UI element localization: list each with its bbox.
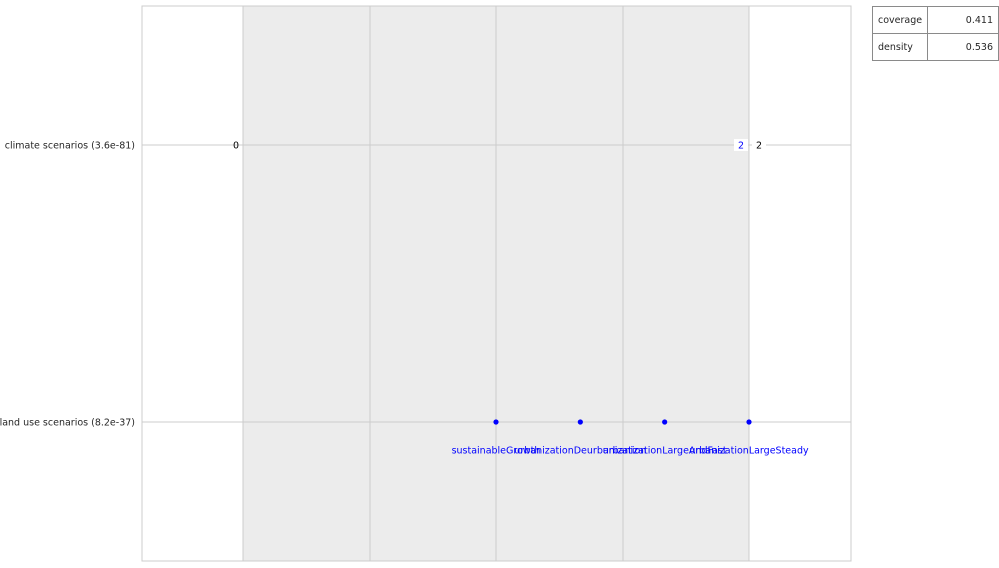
category-label: urbanizationLargeAndFast (603, 446, 727, 457)
category-marker (662, 419, 668, 425)
density-value: 0.536 (927, 33, 999, 61)
category-marker (577, 419, 583, 425)
stats-row-coverage: coverage 0.411 (871, 6, 999, 34)
category-label: urbanizationLargeSteady (689, 446, 809, 457)
category-marker (493, 419, 499, 425)
category-label: sustainableGrowth (452, 446, 541, 457)
plot-frame (141, 5, 852, 562)
climate-restricted-label: 2 (738, 141, 744, 152)
grid-lines (142, 6, 851, 561)
row-label-land-use: land use scenarios (8.2e-37) (0, 418, 135, 429)
coverage-value: 0.411 (927, 6, 999, 34)
category-marker (746, 419, 752, 425)
stats-table: coverage 0.411 density 0.536 (871, 6, 999, 61)
land-use-markers: sustainableGrowthurbanizationDeurbanizat… (452, 419, 809, 457)
climate-range-min-label: 0 (233, 141, 239, 152)
category-label: urbanizationDeurbanization (514, 446, 646, 457)
climate-restricted-label-bg (734, 139, 748, 151)
row-label-climate: climate scenarios (3.6e-81) (5, 141, 135, 152)
coverage-label: coverage (871, 6, 929, 34)
climate-range-max-label-bg (752, 139, 766, 151)
climate-range-max-label: 2 (756, 141, 762, 152)
density-label: density (871, 33, 929, 61)
stats-row-density: density 0.536 (871, 33, 999, 61)
